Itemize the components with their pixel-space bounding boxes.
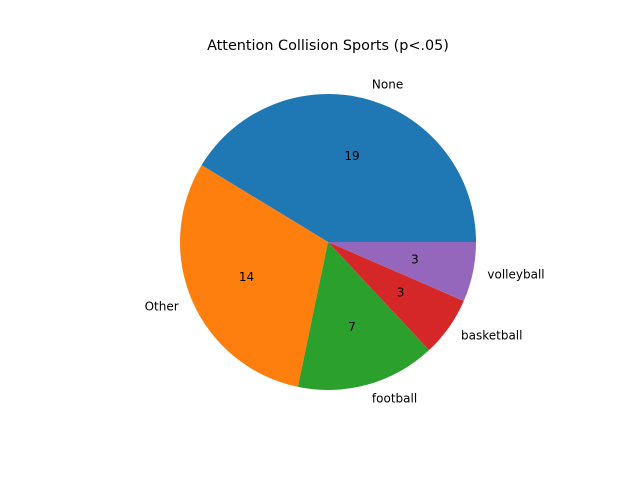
- slice-value-other: 14: [239, 270, 254, 284]
- pie-slice-none: [201, 93, 476, 242]
- slice-label-football: football: [372, 391, 417, 405]
- pie-slice-other: [180, 165, 328, 387]
- pie-slices: [180, 93, 476, 390]
- pie-slice-volleyball: [328, 242, 476, 301]
- pie-slice-basketball: [328, 242, 464, 351]
- pie-labels: None 19 Other 14 football 7 basketball 3 volleyb…: [145, 78, 545, 406]
- slice-value-football: 7: [348, 320, 356, 334]
- slice-label-basketball: basketball: [461, 328, 522, 342]
- slice-label-volleyball: volleyball: [487, 268, 544, 282]
- slice-label-other: Other: [145, 299, 179, 313]
- slice-value-volleyball: 3: [411, 253, 419, 267]
- slice-value-basketball: 3: [397, 286, 405, 300]
- pie-slice-football: [297, 242, 430, 390]
- slice-label-none: None: [372, 78, 403, 92]
- chart-title: Attention Collision Sports (p<.05): [207, 38, 449, 54]
- slice-value-none: 19: [344, 149, 359, 163]
